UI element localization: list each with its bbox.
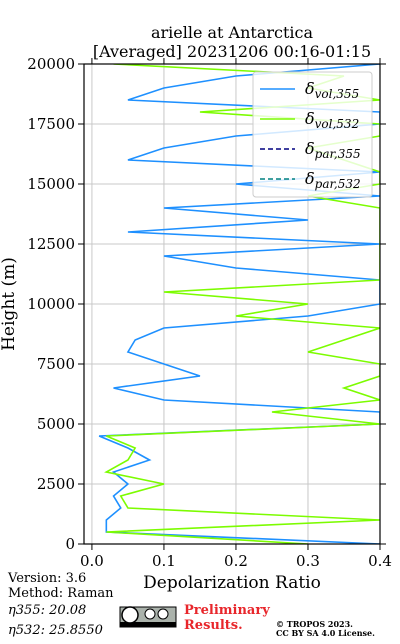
chart-title: [Averaged] 20231206 00:16-01:15: [93, 42, 371, 61]
notice: Results.: [184, 618, 243, 633]
y-tick-label: 10000: [27, 295, 75, 313]
x-tick-label: 0.0: [80, 552, 104, 570]
legend-label: δpar,532: [305, 169, 361, 191]
y-tick-label: 0: [65, 535, 75, 553]
y-tick-label: 7500: [37, 355, 75, 373]
chart-title: arielle at Antarctica: [151, 23, 314, 42]
y-tick-label: 2500: [37, 475, 75, 493]
y-tick-label: 5000: [37, 415, 75, 433]
legend-box: [252, 71, 373, 198]
legend-label: δvol,355: [305, 79, 359, 101]
x-axis-label: Depolarization Ratio: [143, 573, 321, 593]
notice: Preliminary: [184, 603, 270, 618]
x-tick-label: 0.1: [152, 552, 176, 570]
license-logo: [119, 606, 177, 628]
y-tick-label: 15000: [27, 175, 75, 193]
method: Method: Raman: [8, 586, 114, 601]
version: Version: 3.6: [7, 571, 86, 586]
y-tick-label: 20000: [27, 55, 75, 73]
y-axis-label: Height (m): [0, 257, 19, 351]
y-tick-label: 12500: [27, 235, 75, 253]
eta: η355: 20.08: [8, 603, 86, 618]
profile-line: [98, 64, 380, 544]
legend-label: δvol,532: [305, 109, 359, 131]
x-tick-label: 0.2: [224, 552, 248, 570]
x-tick-label: 0.4: [368, 552, 392, 570]
y-tick-label: 17500: [27, 115, 75, 133]
eta: η532: 25.8550: [8, 623, 103, 638]
copyright: © TROPOS 2023.: [276, 619, 353, 629]
legend-label: δpar,355: [305, 139, 361, 161]
footer: Version: 3.6 Method: Raman η355: 20.08 η…: [7, 571, 375, 638]
x-tick-label: 0.3: [296, 552, 320, 570]
copyright: CC BY SA 4.0 License.: [276, 628, 375, 638]
